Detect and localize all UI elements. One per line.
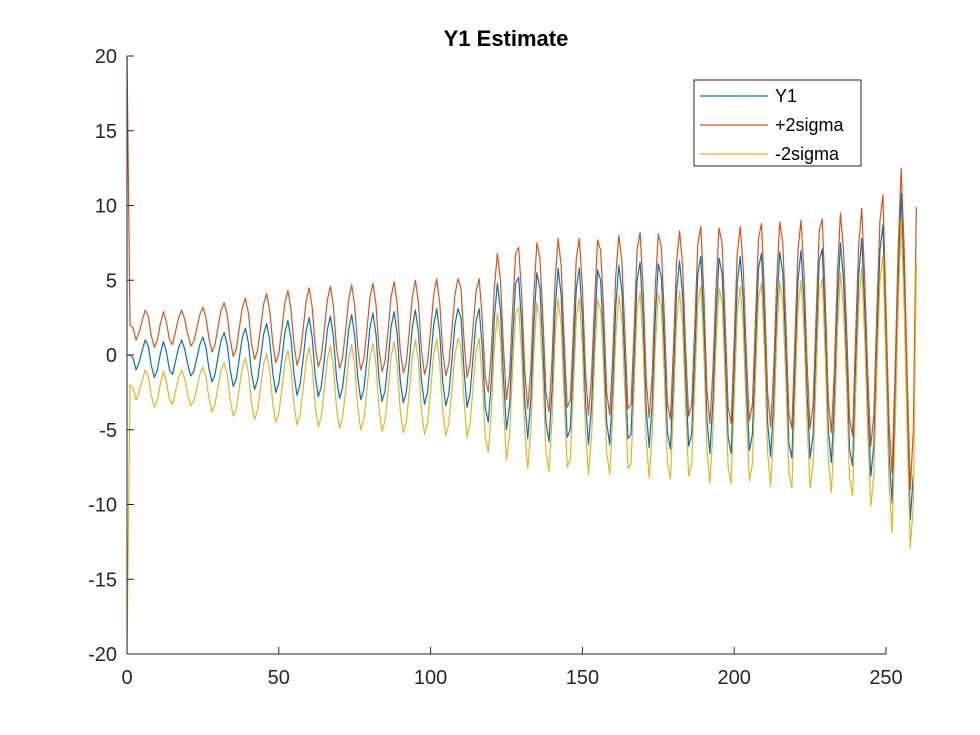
x-tick-label: 100 [414,667,447,689]
series-line-y1 [127,192,914,521]
legend-label-y1: Y1 [775,86,797,106]
y-tick-label: -10 [88,495,117,517]
series-line-plus-2sigma [126,55,917,491]
y-tick-label: 10 [95,196,117,218]
legend-box [693,79,862,167]
y-tick-label: 15 [95,121,117,143]
legend-label-plus-2sigma: +2sigma [775,115,845,135]
y-tick-label: -5 [99,420,117,442]
legend-label-minus-2sigma: -2sigma [775,144,840,164]
series-layer [126,55,917,655]
series-line-minus-2sigma [126,218,917,655]
y-tick-label: 0 [106,345,117,367]
x-tick-label: 150 [566,667,599,689]
x-tick-label: 200 [718,667,751,689]
x-tick-label: 50 [268,667,290,689]
y-tick-label: 20 [95,46,117,68]
x-tick-label: 250 [869,667,902,689]
y-tick-label: 5 [106,270,117,292]
axes-layer: 0 50 100 150 200 250 -20 -15 -10 -5 0 5 10 15 20 [88,46,903,689]
chart-title: Y1 Estimate [444,26,569,51]
x-tick-label: 0 [121,667,132,689]
legend: Y1 +2sigma -2sigma [693,79,862,167]
y-tick-label: -15 [88,569,117,591]
y-tick-label: -20 [88,644,117,666]
